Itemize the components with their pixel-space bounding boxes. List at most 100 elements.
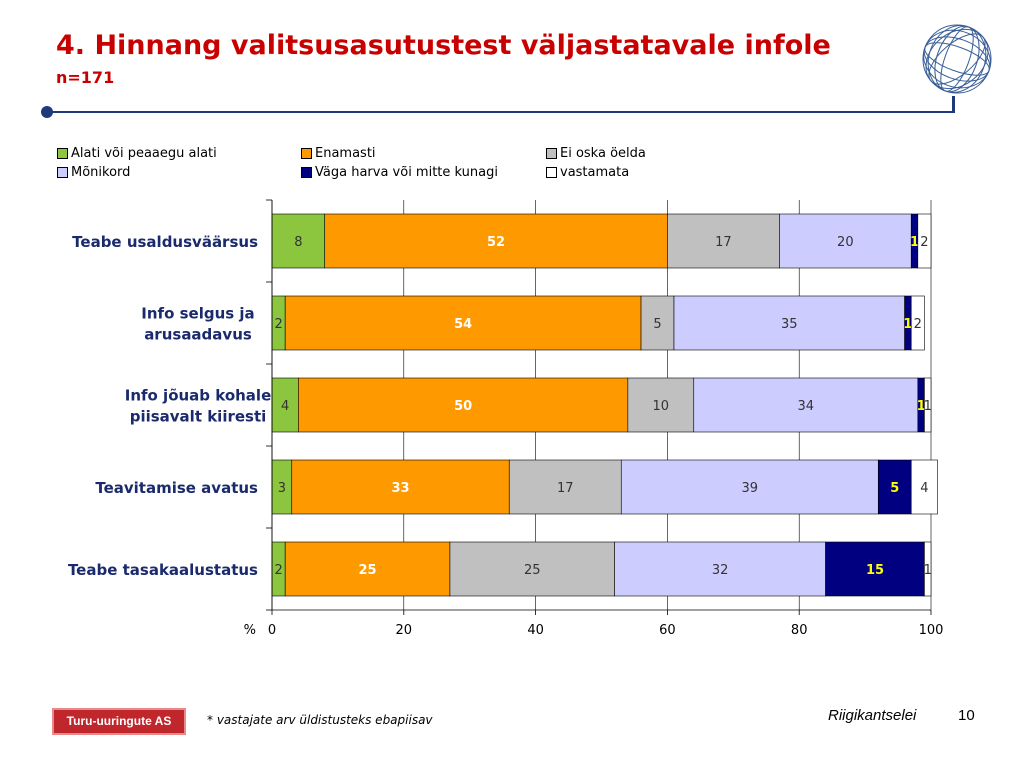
data-label: 1 — [924, 563, 932, 578]
bar-segment — [508, 459, 622, 515]
chart-legend: Alati või peaaegu alati Enamasti Ei oska ö… — [57, 146, 697, 186]
data-label: 4 — [920, 481, 928, 496]
bar-segment — [284, 295, 642, 351]
data-label: 5 — [890, 481, 899, 496]
data-label: 15 — [866, 563, 884, 578]
category-label-line: arusaadavus — [144, 326, 252, 344]
bar-segment — [673, 295, 905, 351]
bar-segment — [449, 541, 615, 597]
x-tick-label: 60 — [659, 623, 676, 638]
company-logo: Turu-uuringute AS — [52, 708, 186, 735]
category-label: Info selgus ja arusaadavus — [141, 305, 254, 344]
data-label: 25 — [359, 563, 377, 578]
bar-segment — [291, 459, 510, 515]
data-label: 1 — [903, 317, 912, 332]
bar-segment — [667, 213, 780, 269]
title-underline-end — [952, 96, 955, 113]
legend-label: Enamasti — [315, 146, 376, 161]
data-label: 39 — [742, 481, 759, 496]
legend-swatch — [57, 167, 68, 178]
x-tick-label: 20 — [396, 623, 413, 638]
x-tick-label: 40 — [527, 623, 544, 638]
category-label: Teabe tasakaalustatus — [68, 561, 258, 579]
title-underline — [47, 111, 955, 113]
category-label: Teabe usaldusväärsus — [72, 233, 258, 251]
legend-swatch — [301, 148, 312, 159]
data-label: 5 — [653, 317, 661, 332]
bar-segment — [917, 213, 932, 269]
data-label: 1 — [917, 399, 926, 414]
data-label: 35 — [781, 317, 798, 332]
category-label-line: Info jõuab kohale — [125, 387, 272, 405]
data-label: 10 — [653, 399, 670, 414]
bar-segment — [271, 377, 299, 433]
bar-segment — [693, 377, 919, 433]
legend-label: vastamata — [560, 165, 630, 180]
data-label: 8 — [294, 235, 302, 250]
data-label: 2 — [274, 563, 282, 578]
x-tick-label: 0 — [268, 623, 276, 638]
bar-segment — [825, 541, 925, 597]
bar-segment — [877, 459, 912, 515]
title-underline-dot — [41, 106, 53, 118]
legend-item: Väga harva või mitte kunagi — [301, 165, 498, 180]
legend-item: Mõnikord — [57, 165, 130, 180]
data-label: 2 — [274, 317, 282, 332]
x-tick-label: 80 — [791, 623, 808, 638]
x-tick-label: 100 — [919, 623, 944, 638]
bar-segment — [614, 541, 826, 597]
legend-item: Enamasti — [301, 146, 376, 161]
category-label-line: Teavitamise avatus — [95, 479, 258, 497]
legend-swatch — [57, 148, 68, 159]
data-label: 17 — [557, 481, 574, 496]
x-axis-label: % — [244, 623, 256, 638]
page-number: 10 — [958, 707, 975, 724]
category-label: Info jõuab kohale piisavalt kiiresti — [125, 387, 272, 426]
bar-segment — [910, 459, 938, 515]
bar-segment — [284, 541, 451, 597]
bar-segment — [779, 213, 912, 269]
legend-swatch — [546, 167, 557, 178]
legend-swatch — [546, 148, 557, 159]
bar-segment — [324, 213, 668, 269]
legend-item: Alati või peaaegu alati — [57, 146, 217, 161]
data-label: 54 — [454, 317, 472, 332]
bar-segment — [924, 377, 932, 433]
globe-logo-icon — [922, 24, 992, 94]
category-label-line: Teabe usaldusväärsus — [72, 233, 258, 251]
footnote: * vastajate arv üldistusteks ebapiisav — [207, 713, 433, 727]
data-label: 25 — [524, 563, 541, 578]
category-label-line: Teabe tasakaalustatus — [68, 561, 258, 579]
slide-subtitle: n=171 — [56, 68, 115, 87]
data-label: 2 — [920, 235, 928, 250]
data-label: 32 — [712, 563, 729, 578]
data-label: 33 — [391, 481, 409, 496]
legend-label: Alati või peaaegu alati — [71, 146, 217, 161]
legend-item: vastamata — [546, 165, 629, 180]
bar-segment — [910, 295, 925, 351]
bar-segment — [620, 459, 879, 515]
category-label-line: piisavalt kiiresti — [130, 408, 267, 426]
category-label-line: Info selgus ja — [141, 305, 254, 323]
data-label: 2 — [914, 317, 922, 332]
data-label: 52 — [487, 235, 505, 250]
data-label: 17 — [715, 235, 732, 250]
data-label: 1 — [910, 235, 919, 250]
legend-item: Ei oska öelda — [546, 146, 646, 161]
data-label: 3 — [278, 481, 286, 496]
bar-segment — [271, 213, 326, 269]
legend-label: Ei oska öelda — [560, 146, 646, 161]
data-label: 34 — [798, 399, 815, 414]
bar-segment — [627, 377, 695, 433]
footer-organization: Riigikantselei — [828, 707, 917, 724]
bar-segment — [298, 377, 629, 433]
legend-label: Mõnikord — [71, 165, 131, 180]
data-label: 20 — [837, 235, 854, 250]
category-label: Teavitamise avatus — [95, 479, 258, 497]
bar-segment — [924, 541, 932, 597]
data-label: 4 — [281, 399, 289, 414]
legend-swatch — [301, 167, 312, 178]
data-label: 1 — [924, 399, 932, 414]
slide-title: 4. Hinnang valitsusasutustest väljastata… — [56, 30, 831, 61]
